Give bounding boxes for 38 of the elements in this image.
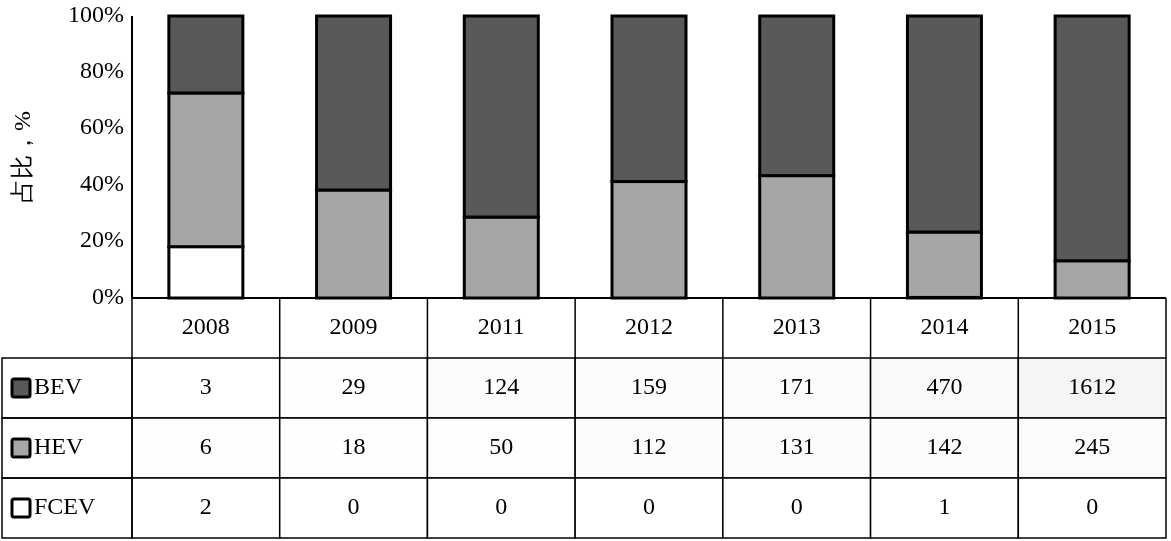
data-label: 50 [489,432,514,459]
data-label: 0 [347,492,360,519]
data-label: 1612 [1068,372,1117,399]
y-tick-label: 80% [80,56,124,83]
x-tick-label: 2014 [920,312,969,339]
x-tick-label: 2012 [625,312,673,339]
data-label: 124 [483,372,520,399]
y-tick-label: 40% [80,169,124,196]
x-tick-label: 2013 [772,312,821,339]
data-label: 18 [341,432,366,459]
legend-label: FCEV [34,492,97,519]
data-label: 131 [778,432,815,459]
data-label: 29 [341,372,366,399]
data-label: 0 [643,492,655,519]
x-tick-label: 2011 [477,312,525,339]
legend-label: BEV [34,372,83,399]
y-tick-label: 60% [80,113,124,140]
data-label: 245 [1074,432,1111,459]
data-label: 0 [790,492,803,519]
data-label: 1 [938,492,951,519]
x-tick-label: 2008 [181,312,230,339]
x-tick-label: 2009 [329,312,378,339]
y-tick-label: 100% [68,0,124,27]
data-label: 112 [631,432,667,459]
data-label: 470 [926,372,963,399]
y-tick-label: 20% [80,226,124,253]
data-label: 6 [199,432,212,459]
data-label: 171 [778,372,815,399]
x-tick-label: 2015 [1068,312,1117,339]
data-label: 0 [1086,492,1099,519]
y-axis-title: 占比，% [8,111,35,203]
data-label: 142 [926,432,963,459]
legend-label: HEV [34,432,84,459]
data-label: 0 [495,492,508,519]
data-label: 2 [199,492,212,519]
y-tick-label: 0% [92,282,124,309]
data-label: 3 [199,372,212,399]
data-label: 159 [631,372,667,399]
